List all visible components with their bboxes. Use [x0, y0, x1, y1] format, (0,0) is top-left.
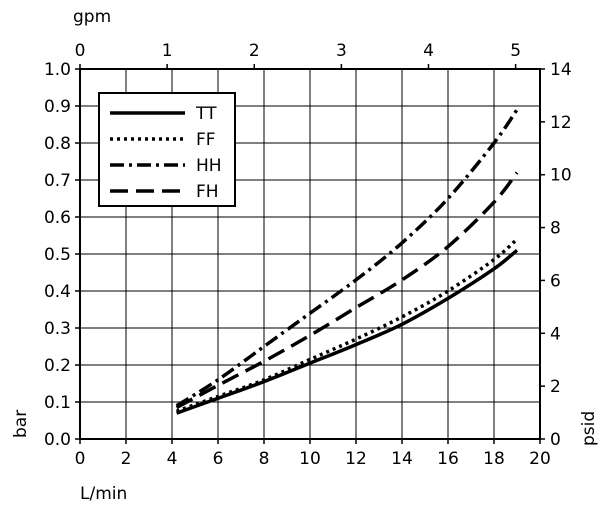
x-tick-label: 20	[529, 449, 551, 469]
x-tick-label: 14	[391, 449, 413, 469]
x-tick-label: 4	[167, 449, 178, 469]
x2-tick-label: 2	[249, 41, 260, 61]
y-tick-label: 0.6	[44, 208, 71, 228]
y-tick-label: 0.5	[44, 245, 71, 265]
y2-tick-label: 4	[550, 324, 561, 344]
series-line-ff	[176, 237, 519, 413]
tick-labels: 0 2 4 6 8 10 12 14 16 18 200.00.10.20.30.40.50.60.…	[44, 41, 572, 469]
series-line-hh	[175, 108, 519, 408]
x2-tick-label: 5	[510, 41, 521, 61]
legend-label-ff: FF	[196, 130, 216, 150]
y-tick-label: 0.3	[44, 319, 71, 339]
series-line-tt	[176, 248, 519, 415]
series-line-fh	[175, 171, 519, 410]
x2-tick-label: 0	[75, 41, 86, 61]
x2-tick-label: 4	[423, 41, 434, 61]
x-tick-label: 10	[299, 449, 321, 469]
y-tick-label: 0.9	[44, 97, 71, 117]
y-tick-label: 0.7	[44, 171, 71, 191]
y2-axis-title: psid	[579, 411, 599, 446]
legend-label-hh: HH	[196, 156, 222, 176]
x-axis-title: L/min	[80, 484, 127, 504]
x2-tick-label: 3	[336, 41, 347, 61]
y-tick-label: 0.0	[44, 430, 71, 450]
y-tick-label: 0.2	[44, 356, 71, 376]
y2-tick-label: 14	[550, 60, 572, 80]
x-tick-label: 0	[75, 449, 86, 469]
x2-tick-label: 1	[162, 41, 173, 61]
x-tick-label: 18	[483, 449, 505, 469]
series-lines	[175, 108, 519, 415]
y-axis-title: bar	[11, 410, 31, 438]
x-tick-label: 12	[345, 449, 367, 469]
legend: TT FF HH FH	[98, 92, 236, 207]
x-tick-label: 2	[121, 449, 132, 469]
y2-tick-label: 8	[550, 219, 561, 239]
x-tick-label: 6	[213, 449, 224, 469]
x-tick-label: 16	[437, 449, 459, 469]
y2-tick-label: 6	[550, 271, 561, 291]
y2-tick-label: 0	[550, 430, 561, 450]
x2-axis-title: gpm	[73, 7, 111, 27]
y-tick-label: 0.1	[44, 393, 71, 413]
legend-label-fh: FH	[196, 182, 219, 202]
y-tick-label: 0.8	[44, 134, 71, 154]
y2-tick-label: 12	[550, 113, 572, 133]
y2-tick-label: 10	[550, 166, 572, 186]
legend-label-tt: TT	[195, 104, 217, 124]
y2-tick-label: 2	[550, 377, 561, 397]
x-tick-label: 8	[259, 449, 270, 469]
y-tick-label: 1.0	[44, 60, 71, 80]
y-tick-label: 0.4	[44, 282, 71, 302]
